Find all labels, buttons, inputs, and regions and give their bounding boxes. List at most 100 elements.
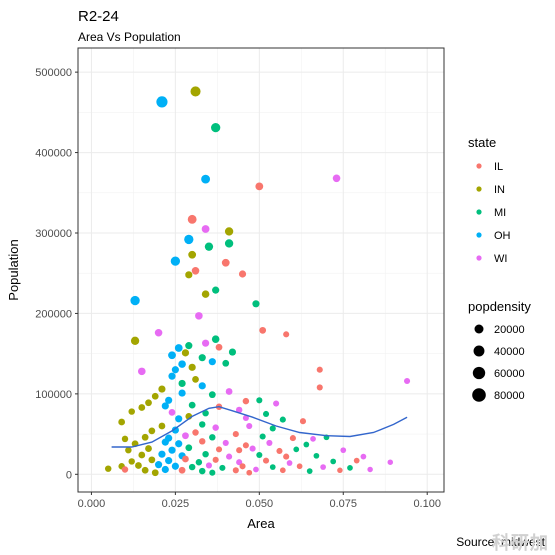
legend-size-key: [474, 324, 484, 334]
data-point-wi: [235, 406, 243, 414]
legend-key-in: [476, 186, 482, 192]
data-point-il: [221, 258, 230, 267]
data-point-il: [212, 456, 219, 463]
data-point-mi: [224, 239, 234, 248]
data-point-oh: [154, 461, 163, 469]
data-point-il: [279, 467, 286, 474]
data-point-wi: [332, 174, 341, 183]
data-point-oh: [130, 295, 140, 306]
y-tick-label: 300000: [35, 228, 72, 240]
chart-title: R2-24: [78, 8, 119, 25]
data-point-in: [158, 385, 166, 393]
data-point-mi: [303, 441, 310, 448]
x-tick-label: 0.000: [78, 498, 106, 510]
data-point-wi: [205, 462, 213, 469]
data-point-mi: [293, 446, 300, 453]
watermark-logo: 科研加: [492, 533, 549, 553]
data-point-oh: [174, 344, 183, 352]
data-point-wi: [404, 377, 411, 385]
data-point-il: [337, 467, 343, 474]
data-point-in: [141, 433, 149, 441]
data-point-mi: [209, 434, 216, 441]
data-point-wi: [310, 436, 316, 442]
legend-size-key: [472, 388, 486, 402]
legend-label-mi: MI: [494, 207, 506, 219]
x-axis: 0.000 0.025 0.050 0.075 0.100: [78, 492, 441, 510]
data-point-oh: [171, 426, 179, 434]
data-point-in: [192, 376, 199, 383]
y-axis: 0 100000 200000 300000 400000 500000: [35, 67, 78, 481]
legend-label-il: IL: [494, 161, 503, 173]
data-point-oh: [178, 389, 186, 397]
data-point-wi: [182, 432, 189, 440]
data-point-oh: [201, 174, 211, 184]
data-point-il: [299, 418, 307, 425]
data-point-oh: [165, 396, 173, 404]
data-point-in: [188, 250, 197, 259]
data-point-oh: [184, 234, 194, 245]
data-point-mi: [202, 409, 209, 417]
data-point-oh: [161, 465, 169, 474]
legend-size-label: 60000: [494, 368, 525, 380]
data-point-mi: [211, 335, 220, 343]
legend-size-key: [472, 366, 486, 380]
data-point-in: [151, 392, 159, 400]
data-point-il: [178, 466, 186, 474]
data-point-wi: [320, 464, 326, 470]
legend-state: state IL IN MI OH WI: [468, 135, 511, 265]
y-tick-label: 200000: [35, 308, 72, 320]
data-point-wi: [387, 459, 394, 465]
data-point-in: [121, 435, 129, 443]
data-point-il: [316, 384, 323, 391]
data-point-oh: [171, 366, 179, 374]
plot-panel: [77, 47, 445, 493]
data-point-mi: [313, 452, 320, 459]
data-point-in: [104, 465, 112, 472]
data-point-oh: [158, 450, 166, 458]
data-point-mi: [195, 459, 203, 466]
data-point-wi: [253, 466, 259, 473]
data-point-mi: [188, 401, 196, 409]
data-point-in: [141, 466, 149, 474]
data-point-wi: [367, 466, 373, 473]
data-point-il: [255, 182, 264, 191]
chart-caption: Source: midwest: [456, 535, 545, 549]
data-point-wi: [242, 414, 249, 422]
data-point-oh: [208, 358, 216, 366]
data-point-il: [199, 438, 206, 445]
data-point-il: [316, 366, 323, 373]
data-point-mi: [347, 465, 353, 471]
data-point-oh: [168, 446, 176, 454]
legend-size-key: [473, 345, 485, 357]
data-point-in: [224, 227, 234, 236]
data-point-il: [238, 270, 247, 278]
legend-key-wi: [476, 255, 482, 261]
data-point-il: [187, 214, 197, 224]
data-point-oh: [178, 360, 186, 368]
data-point-wi: [225, 388, 233, 395]
chart-subtitle: Area Vs Population: [78, 30, 181, 44]
data-point-in: [138, 451, 146, 459]
data-point-mi: [185, 444, 193, 452]
data-point-oh: [171, 462, 179, 470]
legend-key-mi: [476, 209, 482, 215]
data-point-mi: [219, 464, 226, 471]
data-point-wi: [340, 447, 347, 454]
data-point-oh: [161, 438, 169, 446]
data-point-wi: [195, 312, 203, 320]
data-point-in: [130, 336, 140, 345]
y-tick-label: 0: [66, 469, 72, 481]
data-point-il: [236, 447, 243, 454]
data-point-il: [276, 447, 283, 455]
data-point-in: [188, 363, 196, 371]
data-point-il: [215, 343, 223, 351]
data-point-mi: [188, 463, 196, 471]
data-point-il: [283, 453, 290, 460]
data-point-il: [242, 397, 250, 405]
y-tick-label: 100000: [35, 389, 72, 401]
data-point-il: [242, 442, 249, 449]
smooth-trend-line: [111, 405, 408, 448]
data-point-in: [201, 290, 210, 298]
data-point-wi: [138, 367, 146, 376]
y-tick-label: 500000: [35, 67, 72, 79]
